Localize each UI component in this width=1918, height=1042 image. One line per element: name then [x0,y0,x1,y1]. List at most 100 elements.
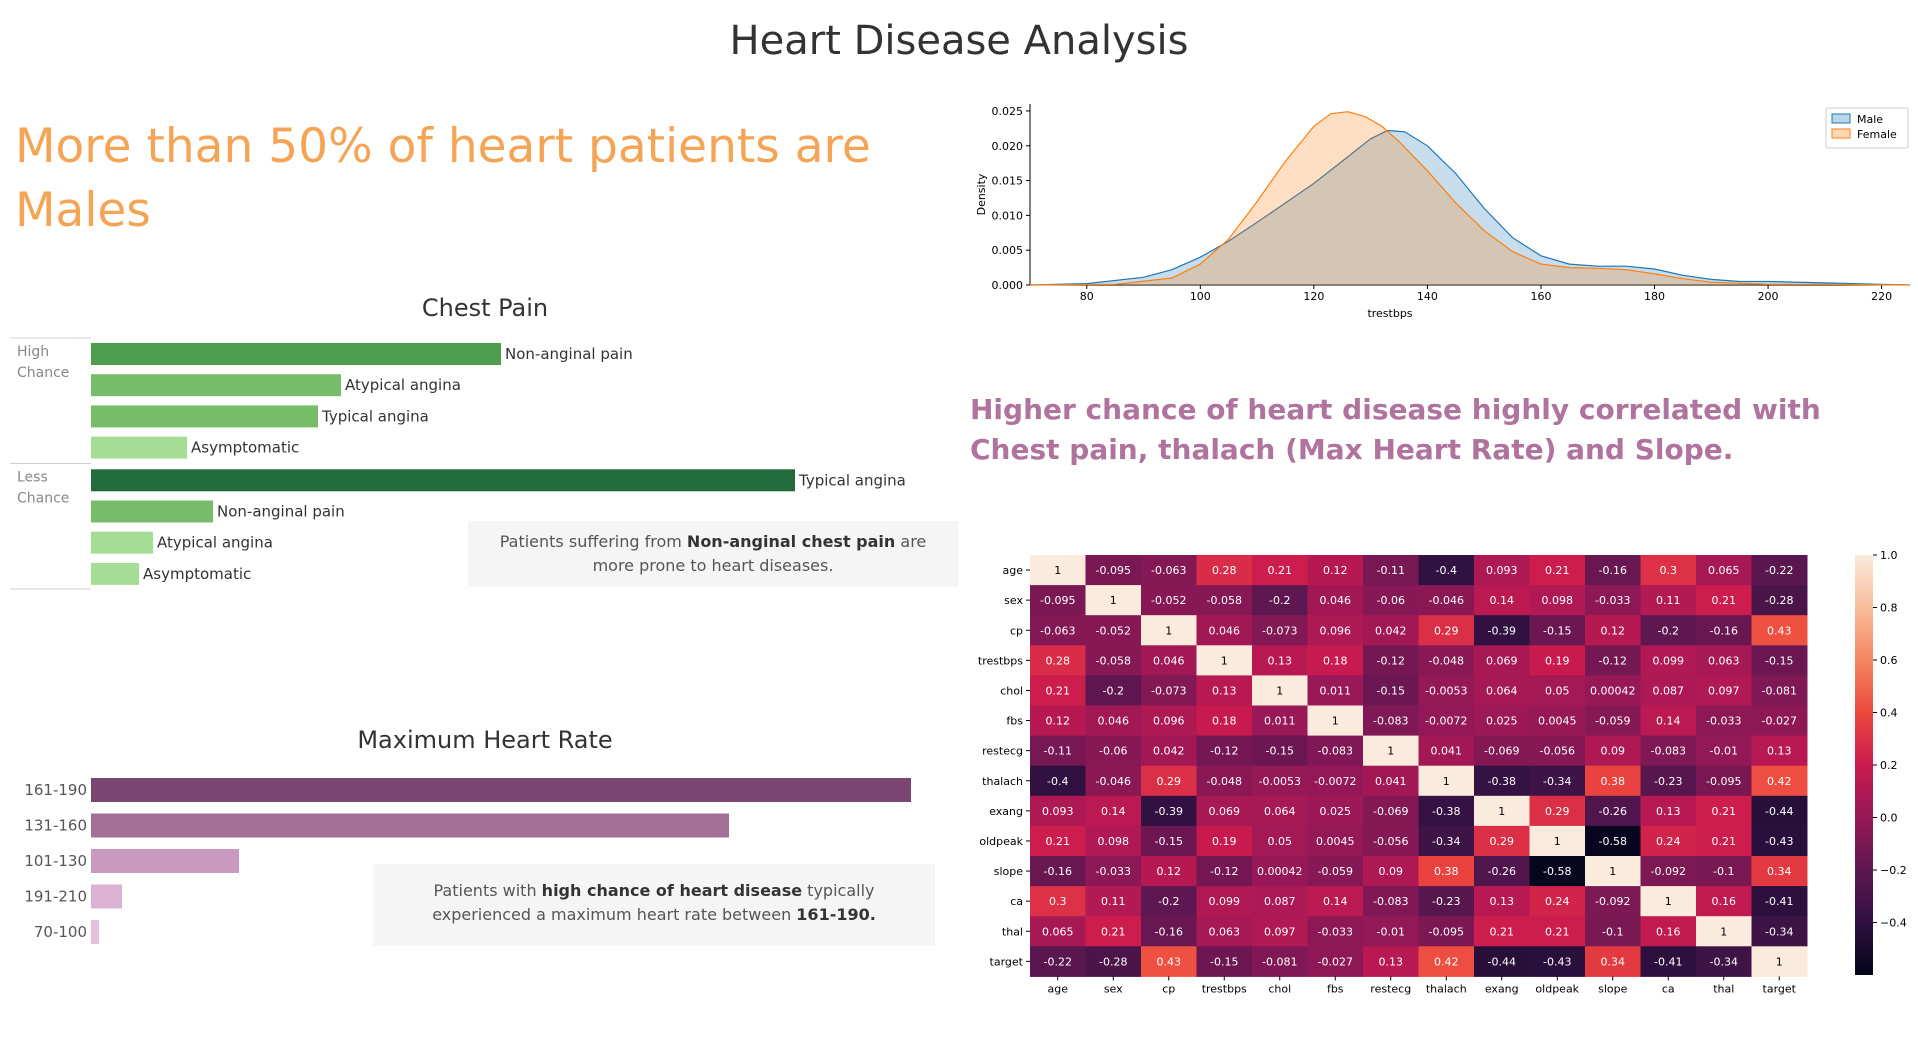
heatmap-cell-value: 0.21 [1712,594,1737,607]
heatmap-cell [1196,856,1253,887]
colorbar-tick-label: −0.4 [1880,917,1907,930]
heatmap-cell-value: -0.052 [1096,624,1131,637]
colorbar-tick-label: 0.6 [1880,654,1898,667]
heatmap-cell-value: 0.21 [1545,925,1570,938]
heatmap-cell [1030,645,1086,676]
kde-y-tick-label: 0.025 [992,105,1024,118]
heatmap-cell [1196,765,1253,797]
heatmap-cell [1085,585,1142,616]
heatmap-cell-value: -0.34 [1710,955,1738,968]
heatmap-cell [1307,825,1364,857]
heatmap-cell-value: 0.05 [1545,684,1570,697]
heatmap-cell [1363,916,1419,947]
heart-rate-category-label: 131-160 [24,817,87,835]
heatmap-cell [1585,916,1641,947]
heatmap-cell-value: -0.081 [1762,684,1797,697]
heatmap-cell-value: -0.063 [1151,564,1186,577]
heatmap-cell-value: -0.027 [1762,715,1797,728]
heatmap-cell-value: 1 [1498,805,1505,818]
heatmap-cell [1529,946,1586,977]
heatmap-cell [1030,765,1086,797]
heatmap-cell-value: 0.0045 [1538,715,1577,728]
heatmap-cell-value: 0.0045 [1316,835,1355,848]
heatmap-col-label: restecg [1370,982,1411,995]
heatmap-cell [1418,795,1475,827]
heatmap-cell [1085,916,1142,947]
heatmap-cell [1030,615,1086,646]
heatmap-cell [1030,886,1086,917]
chest-pain-title: Chest Pain [421,294,549,322]
heatmap-cell-value: 0.24 [1656,835,1681,848]
heatmap-cell-value: -0.059 [1318,865,1353,878]
heatmap-cell-value: 1 [1387,745,1394,758]
heatmap-cell-value: 0.3 [1660,564,1678,577]
heatmap-cell [1418,916,1475,947]
heatmap-cell [1696,585,1752,616]
heatmap-cell [1196,555,1253,586]
heatmap-col-label: sex [1104,982,1123,995]
heatmap-cell [1474,856,1530,887]
heatmap-cell-value: 0.13 [1490,895,1515,908]
heatmap-cell-value: 0.21 [1712,805,1737,818]
heatmap-cell-value: 0.025 [1486,715,1518,728]
heatmap-cell-value: -0.12 [1210,745,1238,758]
heatmap-cell [1252,825,1308,857]
heatmap-cell-value: -0.069 [1484,745,1519,758]
heatmap-cell [1141,916,1197,947]
heatmap-cell [1307,916,1364,947]
heatmap-cell-value: -0.095 [1706,775,1741,788]
heart-rate-category-label: 191-210 [24,888,87,906]
kde-legend-label: Male [1857,113,1883,126]
heatmap-cell-value: -0.046 [1096,775,1131,788]
heatmap-cell-value: -0.048 [1429,654,1464,667]
heatmap-cell [1751,675,1808,706]
heatmap-cell-value: -0.033 [1706,715,1741,728]
heatmap-cell [1252,555,1308,586]
heatmap-cell [1585,675,1641,706]
heatmap-row-label: thal [1002,925,1023,938]
heatmap-cell-value: 0.18 [1323,654,1348,667]
heatmap-cell-value: 0.096 [1153,715,1185,728]
heatmap-cell [1585,825,1641,857]
heatmap-cell-value: 0.069 [1486,654,1518,667]
heatmap-cell [1252,675,1308,706]
heatmap-col-label: fbs [1327,982,1344,995]
heatmap-cell-value: 0.21 [1490,925,1515,938]
heatmap-cell [1030,705,1086,737]
heatmap-cell [1696,765,1752,797]
heatmap-cell [1640,856,1697,887]
heatmap-cell [1363,555,1419,586]
heatmap-cell-value: 0.064 [1264,805,1296,818]
kde-y-tick-label: 0.005 [992,244,1024,257]
heatmap-cell [1640,765,1697,797]
heatmap-cell [1751,645,1808,676]
heatmap-cell-value: -0.083 [1318,745,1353,758]
chest-bar-label: Non-anginal pain [217,503,345,521]
heatmap-col-label: age [1048,982,1069,995]
heatmap-cell [1640,825,1697,857]
heatmap-cell [1418,946,1475,977]
heatmap-cell-value: 0.12 [1157,865,1182,878]
heatmap-cell [1640,795,1697,827]
heatmap-cell-value: -0.046 [1429,594,1464,607]
heatmap-cell-value: -0.15 [1543,624,1571,637]
heatmap-cell-value: -0.069 [1373,805,1408,818]
heatmap-cell [1585,645,1641,676]
heatmap-cell-value: 0.29 [1434,624,1459,637]
heatmap-cell-value: -0.027 [1318,955,1353,968]
heatmap-cell [1474,675,1530,706]
heatmap-cell [1751,615,1808,646]
heatmap-cell-value: -0.083 [1373,715,1408,728]
heatmap-cell-value: -0.056 [1373,835,1408,848]
heatmap-cell [1474,585,1530,616]
heatmap-cell-value: 1 [1776,955,1783,968]
heatmap-cell [1363,795,1419,827]
heatmap-cell-value: 0.13 [1656,805,1681,818]
heatmap-cell-value: -0.081 [1262,955,1297,968]
heatmap-cell [1751,916,1808,947]
chest-bar [91,562,139,585]
heatmap-cell-value: -0.39 [1488,624,1516,637]
heatmap-cell [1141,825,1197,857]
heatmap-cell [1085,886,1142,917]
heatmap-cell [1030,555,1086,586]
